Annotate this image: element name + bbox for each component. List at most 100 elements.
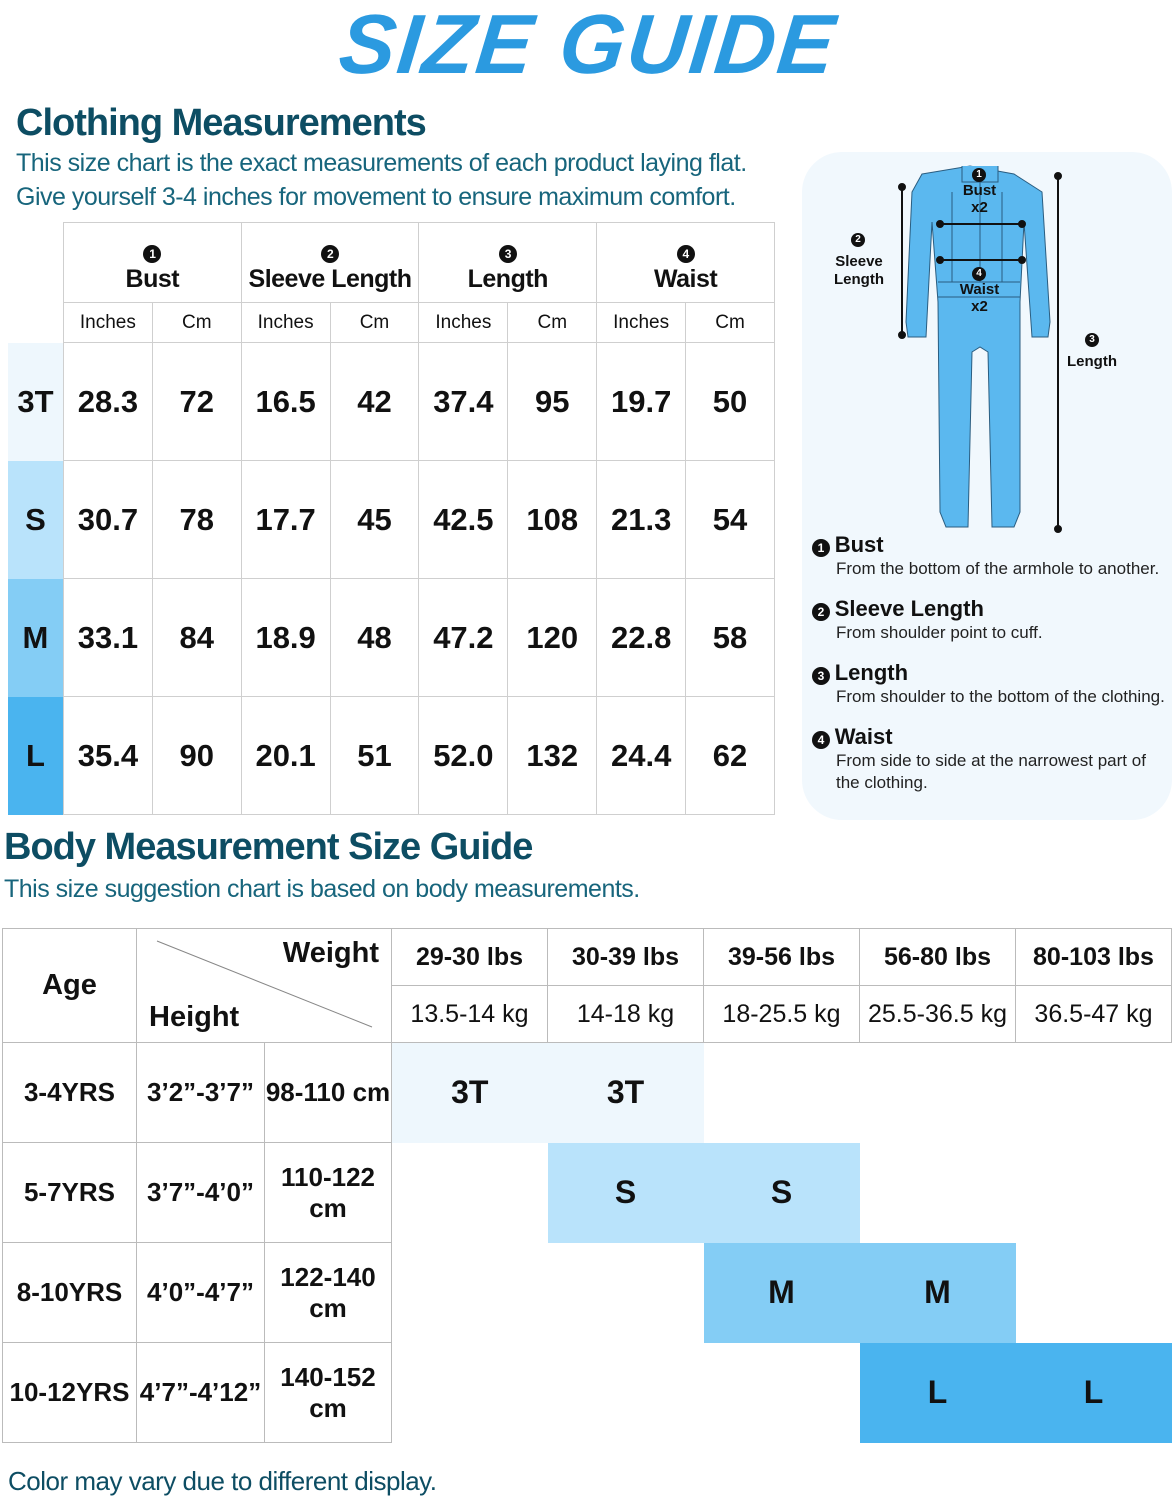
age-range: 5-7YRS <box>2 1142 137 1243</box>
weight-lbs: 39-56 lbs <box>703 928 860 986</box>
column-header-bust: 1 Bust <box>62 222 242 303</box>
size-suggestion-cell: L <box>1015 1342 1172 1443</box>
size-suggestion-cell <box>860 1043 1016 1143</box>
number-3-icon: 3 <box>498 245 517 263</box>
measurement-value: 108 <box>507 460 598 579</box>
measurement-diagram-panel: 1 Bust x2 4 Waist x2 2 Sleeve Length 3 Leng… <box>802 152 1172 820</box>
size-label: L <box>8 696 64 815</box>
height-weight-header: Weight Height <box>136 928 392 1043</box>
weight-lbs: 29-30 lbs <box>391 928 548 986</box>
number-3-icon: 3 <box>1085 333 1099 347</box>
measurement-value: 62 <box>685 696 775 815</box>
number-1-icon: 1 <box>812 539 830 557</box>
unit-header: Inches <box>418 302 509 343</box>
number-4-icon: 4 <box>812 731 830 749</box>
legend-item-length: 3 Length From shoulder to the bottom of t… <box>812 660 1165 708</box>
unit-header: Inches <box>240 302 331 343</box>
measurement-value: 33.1 <box>62 578 153 697</box>
table-row: S 30.7 78 17.7 45 42.5 108 21.3 54 <box>8 460 775 579</box>
height-cm: 140-152 cm <box>264 1342 392 1443</box>
table-row: 3T 28.3 72 16.5 42 37.4 95 19.7 50 <box>8 342 775 461</box>
weight-kg: 18-25.5 kg <box>703 985 860 1043</box>
table-row: 5-7YRS 3’7”-4’0” 110-122 cm S S <box>2 1142 1172 1243</box>
size-suggestion-cell <box>548 1243 704 1343</box>
measurement-value: 50 <box>685 342 775 461</box>
size-suggestion-cell <box>1016 1143 1172 1243</box>
weight-lbs: 56-80 lbs <box>859 928 1016 986</box>
measurement-value: 90 <box>151 696 242 815</box>
body-measurement-table: Age Weight Height 29-30 lbs 30-39 lbs 39-56 l… <box>2 928 1172 1443</box>
unit-row: Inches Cm Inches Cm Inches Cm Inches Cm <box>8 302 775 343</box>
legend-title: Waist <box>834 724 893 749</box>
column-label: Bust <box>125 265 180 293</box>
weight-label: Weight <box>282 937 379 969</box>
height-ft: 3’2”-3’7” <box>136 1042 265 1143</box>
number-4-icon: 4 <box>676 245 695 263</box>
subtitle-line: This size chart is the exact measurement… <box>16 149 747 177</box>
header-row: 1 Bust 2 Sleeve Length 3 Length 4 Waist <box>8 222 775 303</box>
legend-title: Bust <box>834 532 884 557</box>
length-diagram-label: Length <box>1067 353 1117 370</box>
corner-cell <box>8 303 63 343</box>
measurement-value: 45 <box>329 460 420 579</box>
measurement-value: 28.3 <box>62 342 153 461</box>
measurement-value: 47.2 <box>418 578 509 697</box>
weight-kg: 25.5-36.5 kg <box>859 985 1016 1043</box>
size-label: S <box>8 460 64 579</box>
size-suggestion-cell <box>1016 1243 1172 1343</box>
size-suggestion-cell <box>392 1243 548 1343</box>
body-heading: Body Measurement Size Guide <box>4 826 533 868</box>
size-suggestion-cell: L <box>859 1342 1016 1443</box>
measurement-value: 22.8 <box>596 578 687 697</box>
legend-item-bust: 1 Bust From the bottom of the armhole to … <box>812 532 1159 580</box>
height-ft: 4’0”-4’7” <box>136 1242 265 1343</box>
measurement-value: 58 <box>685 578 775 697</box>
column-header-length: 3 Length <box>418 222 598 303</box>
legend-description: From side to side at the narrowest part … <box>836 751 1146 792</box>
height-cm: 110-122 cm <box>264 1142 392 1243</box>
size-label: M <box>8 578 64 697</box>
number-1-icon: 1 <box>972 168 986 182</box>
clothing-subtitle: This size chart is the exact measurement… <box>16 146 747 214</box>
measurement-value: 30.7 <box>62 460 153 579</box>
size-suggestion-cell: M <box>703 1242 860 1343</box>
age-range: 3-4YRS <box>2 1042 137 1143</box>
measurement-value: 21.3 <box>596 460 687 579</box>
footer-note: Color may vary due to different display. <box>8 1466 437 1496</box>
unit-header: Cm <box>507 302 598 343</box>
measurement-value: 24.4 <box>596 696 687 815</box>
waist-multiplier: x2 <box>971 298 988 315</box>
height-label: Height <box>149 1001 240 1033</box>
measurement-value: 19.7 <box>596 342 687 461</box>
sleeve-label-2: Length <box>834 271 884 288</box>
size-label: 3T <box>8 342 64 461</box>
legend-item-sleeve-length: 2 Sleeve Length From shoulder point to cu… <box>812 596 1043 644</box>
unit-header: Inches <box>596 302 687 343</box>
measurement-value: 52.0 <box>418 696 509 815</box>
size-suggestion-cell: S <box>703 1142 860 1243</box>
size-suggestion-cell: 3T <box>547 1042 704 1143</box>
size-suggestion-cell: 3T <box>391 1042 548 1143</box>
size-suggestion-cell <box>548 1343 704 1443</box>
unit-header: Inches <box>62 302 153 343</box>
measurement-value: 51 <box>329 696 420 815</box>
size-guide-title: SIZE GUIDE <box>335 0 842 91</box>
weight-kg: 13.5-14 kg <box>391 985 548 1043</box>
column-header-waist: 4 Waist <box>596 222 775 303</box>
waist-label: Waist <box>959 281 1000 298</box>
table-row: 3-4YRS 3’2”-3’7” 98-110 cm 3T 3T <box>2 1042 1172 1143</box>
age-range: 8-10YRS <box>2 1242 137 1343</box>
table-row: M 33.1 84 18.9 48 47.2 120 22.8 58 <box>8 578 775 697</box>
legend-description: From shoulder to the bottom of the cloth… <box>836 687 1165 706</box>
measurement-value: 17.7 <box>240 460 331 579</box>
height-ft: 3’7”-4’0” <box>136 1142 265 1243</box>
height-cm: 122-140 cm <box>264 1242 392 1343</box>
table-row: 10-12YRS 4’7”-4’12” 140-152 cm L L <box>2 1342 1172 1443</box>
size-suggestion-cell <box>704 1043 860 1143</box>
size-suggestion-cell: S <box>547 1142 704 1243</box>
weight-kg: 14-18 kg <box>547 985 704 1043</box>
column-label: Waist <box>653 265 718 293</box>
bust-label: Bust <box>962 182 997 199</box>
measurement-value: 95 <box>507 342 598 461</box>
measurement-value: 48 <box>329 578 420 697</box>
